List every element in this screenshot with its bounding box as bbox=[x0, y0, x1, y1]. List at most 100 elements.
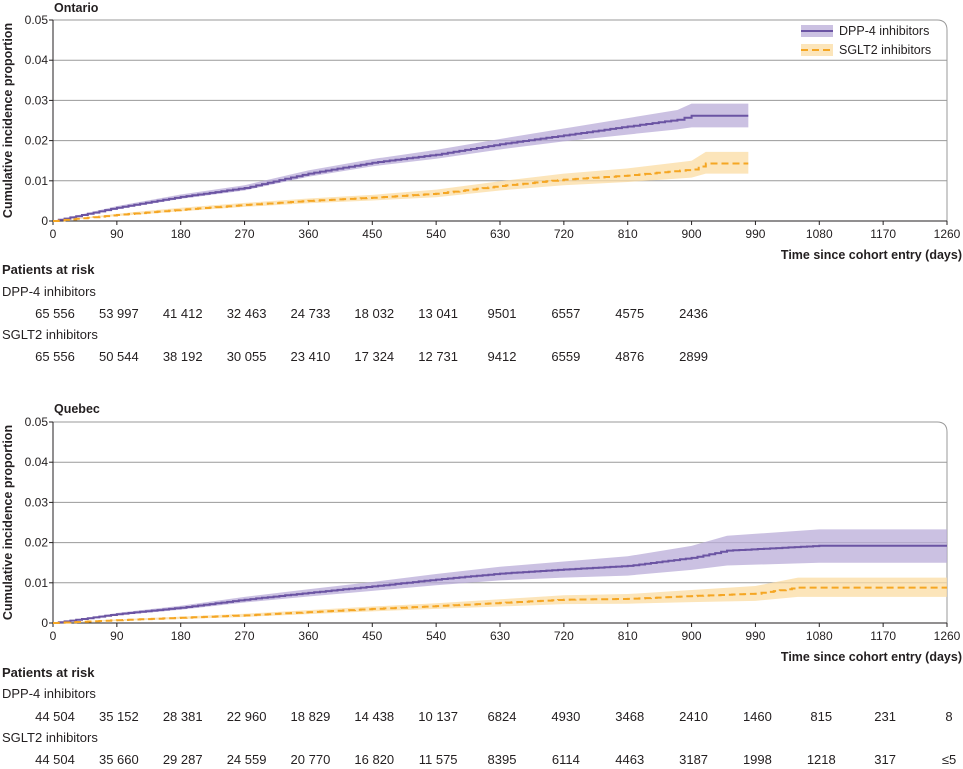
legend-label: SGLT2 inhibitors bbox=[839, 43, 931, 57]
y-tick-label: 0.01 bbox=[25, 174, 49, 188]
x-tick-label: 270 bbox=[235, 629, 255, 643]
x-tick-label: 360 bbox=[298, 629, 318, 643]
legend: DPP-4 inhibitors SGLT2 inhibitors bbox=[801, 24, 931, 57]
risk-count: 1998 bbox=[743, 752, 772, 767]
panel-title: Ontario bbox=[54, 1, 99, 15]
ci-band-sglt2 bbox=[53, 151, 749, 221]
risk-count: 24 559 bbox=[227, 752, 267, 767]
y-tick-label: 0.05 bbox=[25, 13, 49, 27]
x-tick-label: 1080 bbox=[806, 227, 833, 241]
risk-count: 44 504 bbox=[35, 709, 75, 724]
x-axis-label: Time since cohort entry (days) bbox=[781, 650, 962, 664]
x-tick-label: 1170 bbox=[870, 227, 896, 241]
risk-count: 1460 bbox=[743, 709, 772, 724]
x-tick-label: 270 bbox=[235, 227, 255, 241]
x-tick-label: 810 bbox=[618, 629, 638, 643]
y-tick-label: 0.02 bbox=[25, 536, 49, 550]
panel-title: Quebec bbox=[54, 402, 100, 416]
risk-count: 18 032 bbox=[354, 306, 394, 321]
x-tick-label: 540 bbox=[426, 227, 446, 241]
legend-label: DPP-4 inhibitors bbox=[839, 24, 929, 38]
x-tick-label: 0 bbox=[50, 629, 57, 643]
risk-count: 4575 bbox=[615, 306, 644, 321]
risk-count: ≤5 bbox=[942, 752, 956, 767]
y-tick-label: 0.04 bbox=[25, 53, 49, 67]
y-tick-label: 0.03 bbox=[25, 93, 49, 107]
y-axis-label: Cumulative incidence proportion bbox=[1, 425, 15, 620]
x-tick-label: 810 bbox=[618, 227, 638, 241]
x-tick-label: 630 bbox=[490, 629, 510, 643]
risk-count: 20 770 bbox=[291, 752, 331, 767]
risk-count: 17 324 bbox=[354, 349, 394, 364]
risk-count: 35 660 bbox=[99, 752, 139, 767]
risk-count: 2436 bbox=[679, 306, 708, 321]
x-tick-label: 900 bbox=[682, 629, 702, 643]
x-tick-label: 540 bbox=[426, 629, 446, 643]
risk-count: 18 829 bbox=[291, 709, 331, 724]
x-tick-label: 720 bbox=[554, 629, 574, 643]
panel-ontario: Ontario 0 0.01 0.02 0.03 0.04 0.05 0 90 180 270 360… bbox=[1, 1, 962, 364]
x-tick-label: 720 bbox=[554, 227, 574, 241]
x-tick-label: 90 bbox=[110, 227, 124, 241]
x-tick-label: 1080 bbox=[806, 629, 833, 643]
risk-count: 28 381 bbox=[163, 709, 203, 724]
risk-count: 6114 bbox=[552, 752, 580, 767]
series-line-sglt2 bbox=[53, 162, 749, 222]
risk-count: 6824 bbox=[488, 709, 517, 724]
risk-count: 44 504 bbox=[35, 752, 75, 767]
x-tick-label: 450 bbox=[362, 227, 382, 241]
x-tick-label: 450 bbox=[362, 629, 382, 643]
y-axis-label: Cumulative incidence proportion bbox=[1, 23, 15, 218]
risk-count: 29 287 bbox=[163, 752, 203, 767]
risk-count: 9501 bbox=[488, 306, 517, 321]
risk-count: 815 bbox=[810, 709, 832, 724]
x-tick-label: 630 bbox=[490, 227, 510, 241]
series-line-dpp4 bbox=[53, 114, 749, 222]
risk-count: 35 152 bbox=[99, 709, 139, 724]
y-tick-label: 0.03 bbox=[25, 495, 49, 509]
risk-count: 41 412 bbox=[163, 306, 203, 321]
risk-count: 53 997 bbox=[99, 306, 139, 321]
x-tick-label: 1170 bbox=[870, 629, 896, 643]
series-line-sglt2 bbox=[53, 586, 947, 624]
plot-frame bbox=[53, 421, 948, 623]
risk-group-label: SGLT2 inhibitors bbox=[2, 730, 98, 745]
ci-band-sglt2 bbox=[53, 577, 947, 623]
y-tick-label: 0.05 bbox=[25, 415, 49, 429]
x-tick-label: 180 bbox=[171, 629, 191, 643]
risk-count: 22 960 bbox=[227, 709, 267, 724]
risk-count: 24 733 bbox=[291, 306, 331, 321]
x-tick-label: 990 bbox=[745, 629, 765, 643]
risk-count: 12 731 bbox=[418, 349, 458, 364]
risk-count: 3468 bbox=[615, 709, 644, 724]
y-tick-label: 0.04 bbox=[25, 455, 49, 469]
risk-count: 38 192 bbox=[163, 349, 203, 364]
risk-table-heading: Patients at risk bbox=[2, 665, 95, 680]
risk-count: 13 041 bbox=[418, 306, 458, 321]
y-tick-label: 0.01 bbox=[25, 576, 49, 590]
risk-count: 4876 bbox=[615, 349, 644, 364]
risk-count: 6557 bbox=[551, 306, 580, 321]
risk-table-heading: Patients at risk bbox=[2, 262, 95, 277]
risk-count: 65 556 bbox=[35, 349, 75, 364]
risk-count: 16 820 bbox=[354, 752, 394, 767]
risk-count: 50 544 bbox=[99, 349, 139, 364]
risk-count: 317 bbox=[874, 752, 896, 767]
x-tick-label: 990 bbox=[745, 227, 765, 241]
risk-count: 6559 bbox=[551, 349, 580, 364]
x-tick-label: 180 bbox=[171, 227, 191, 241]
x-tick-label: 1260 bbox=[934, 629, 961, 643]
risk-group-label: SGLT2 inhibitors bbox=[2, 327, 98, 342]
risk-count: 23 410 bbox=[291, 349, 331, 364]
risk-count: 4463 bbox=[615, 752, 644, 767]
y-tick-label: 0.02 bbox=[25, 134, 49, 148]
risk-table: Patients at risk DPP-4 inhibitors 65 556 53… bbox=[2, 262, 708, 364]
risk-count: 11 575 bbox=[419, 752, 458, 767]
risk-count: 10 137 bbox=[418, 709, 458, 724]
y-tick-label: 0 bbox=[41, 616, 48, 630]
x-tick-label: 90 bbox=[110, 629, 124, 643]
x-axis-label: Time since cohort entry (days) bbox=[781, 248, 962, 262]
x-tick-label: 900 bbox=[682, 227, 702, 241]
x-tick-label: 0 bbox=[50, 227, 57, 241]
risk-count: 1218 bbox=[807, 752, 836, 767]
